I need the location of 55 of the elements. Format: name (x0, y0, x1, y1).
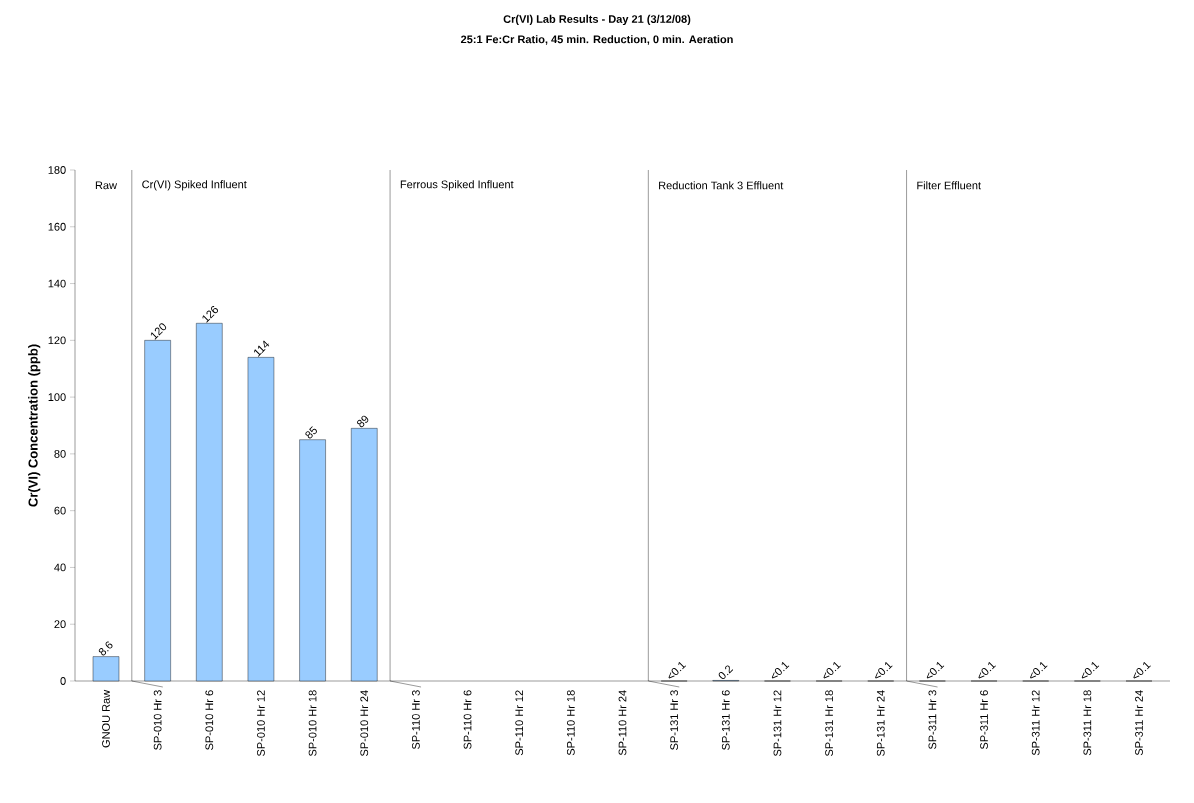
annotation: Raw (95, 181, 118, 190)
x-tick-label: SP-131 Hr 3 (670, 690, 679, 750)
x-tick-label: SP-110 Hr 24 (618, 690, 627, 756)
x-tick-label: SP-311 Hr 12 (1031, 690, 1040, 756)
data-label: <0.1 (1133, 661, 1151, 679)
data-label: <0.1 (668, 661, 687, 679)
y-tick-label: 100 (48, 393, 66, 401)
y-tick-label: 180 (48, 166, 66, 174)
x-tick-label: SP-010 Hr 12 (257, 690, 265, 757)
x-tick-label: SP-311 Hr 3 (928, 690, 937, 750)
y-tick-label: 140 (48, 279, 66, 288)
chart-title: Cr(VI) Lab Results - Day 21 (3/12/08) (503, 14, 691, 26)
data-label: 114 (254, 340, 270, 357)
data-label: 89 (357, 415, 369, 428)
data-label: 120 (150, 323, 167, 340)
data-label: 0.2 (718, 665, 734, 680)
x-tick-label: SP-010 Hr 3 (153, 690, 162, 750)
x-tick-label: SP-010 Hr 6 (205, 690, 214, 750)
data-label: <0.1 (875, 661, 893, 679)
x-tick-label: SP-110 Hr 18 (566, 690, 575, 756)
y-tick-label: 40 (54, 563, 66, 572)
y-tick-label: 60 (54, 506, 66, 515)
y-tick-label: 80 (54, 449, 66, 458)
data-label: 8.6 (98, 641, 113, 656)
annotation: Reduction Tank 3 Effluent (659, 181, 784, 190)
data-label: <0.1 (1030, 661, 1048, 679)
data-label: 85 (305, 426, 317, 439)
x-tick-label: SP-010 Hr 18 (308, 690, 317, 757)
data-label: <0.1 (771, 661, 790, 679)
x-tick-label: SP-110 Hr 3 (411, 690, 420, 750)
x-tick-label: GNOU Raw (102, 689, 110, 748)
x-tick-label: SP-131 Hr 18 (825, 690, 833, 757)
data-label: <0.1 (978, 661, 996, 679)
y-tick-label: 20 (54, 620, 66, 629)
data-label: <0.1 (926, 661, 945, 679)
x-tick-label: SP-110 Hr 6 (463, 690, 472, 750)
x-tick-label: SP-311 Hr 6 (980, 690, 988, 750)
annotation: Ferrous Spiked Influent (400, 180, 514, 191)
x-tick-label: SP-131 Hr 12 (773, 690, 782, 757)
x-tick-label: SP-010 Hr 24 (360, 690, 369, 757)
y-tick-label: 120 (48, 336, 66, 345)
data-label: <0.1 (823, 661, 841, 679)
y-axis-title: Cr(VI) Concentration (ppb) (28, 344, 41, 507)
x-tick-label: SP-311 Hr 18 (1083, 690, 1092, 756)
x-tick-label: SP-131 Hr 6 (721, 690, 730, 750)
x-tick-label: SP-131 Hr 24 (876, 690, 885, 757)
x-tick-label: SP-311 Hr 24 (1135, 690, 1143, 756)
y-tick-label: 160 (48, 222, 66, 231)
x-tick-label: SP-110 Hr 12 (515, 690, 524, 756)
annotation: Cr(VI) Spiked Influent (142, 180, 247, 191)
data-label: 126 (202, 306, 218, 323)
data-label: <0.1 (1081, 661, 1100, 679)
annotation: Filter Effluent (917, 181, 981, 190)
chart-subtitle: 25:1 Fe:Cr Ratio, 45 min. Reduction, 0 min. Aeration (460, 35, 733, 45)
y-tick-label: 0 (60, 677, 66, 685)
